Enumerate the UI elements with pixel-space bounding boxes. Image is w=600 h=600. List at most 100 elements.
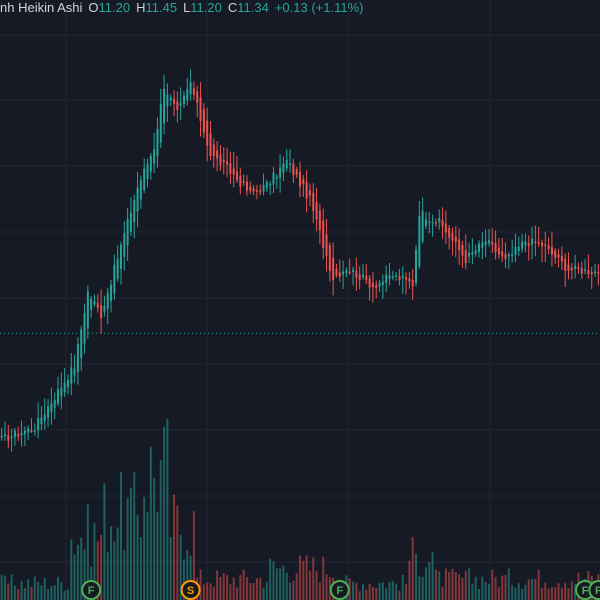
candle-body — [335, 268, 338, 276]
candle — [106, 287, 109, 324]
high-readout: H11.45 — [136, 0, 178, 15]
candle-body — [451, 232, 454, 241]
candle — [398, 268, 401, 286]
candle-body — [166, 94, 169, 106]
volume-bar — [20, 580, 23, 600]
candle — [70, 352, 73, 395]
candle — [335, 263, 338, 278]
candle — [451, 227, 454, 256]
candle-body — [474, 250, 477, 254]
candle-body — [0, 435, 3, 438]
candle — [547, 237, 550, 255]
volume-bar — [308, 570, 311, 600]
candle-body — [192, 88, 195, 95]
candle — [159, 88, 162, 149]
candle — [537, 227, 540, 247]
volume-bar — [524, 584, 527, 600]
candle-body — [577, 267, 580, 270]
candle-body — [27, 428, 30, 433]
candle — [332, 242, 335, 296]
candle-body — [411, 279, 414, 287]
candle — [73, 354, 76, 383]
candle-body — [305, 181, 308, 199]
candle-body — [173, 98, 176, 104]
candle-body — [424, 219, 427, 227]
candle — [481, 232, 484, 260]
volume-bar — [279, 568, 282, 600]
volume-bar — [405, 583, 408, 600]
volume-bar — [550, 587, 553, 600]
volume-bar — [415, 553, 418, 600]
candle — [103, 295, 106, 317]
candle-body — [481, 242, 484, 248]
candle — [415, 245, 418, 287]
volume-bar — [322, 556, 325, 600]
candle-body — [3, 434, 6, 436]
candle-body — [242, 181, 245, 183]
volume-bar — [365, 589, 368, 600]
candle-body — [279, 167, 282, 178]
candle-body — [434, 222, 437, 224]
candle — [544, 231, 547, 263]
candle-body — [259, 190, 262, 193]
volume-bar — [182, 559, 185, 600]
volume-bar — [434, 569, 437, 600]
candle-body — [86, 291, 89, 329]
candle — [424, 212, 427, 229]
candle-body — [587, 270, 590, 275]
candle — [13, 427, 16, 446]
candle-body — [106, 292, 109, 309]
candle — [550, 232, 553, 267]
candle-body — [47, 406, 50, 418]
candle — [265, 179, 268, 192]
candle — [76, 337, 79, 385]
volume-bar — [209, 583, 212, 600]
candle — [90, 296, 93, 318]
candle — [80, 325, 83, 371]
candle-body — [531, 238, 534, 245]
candle — [345, 267, 348, 278]
candle-body — [186, 88, 189, 100]
candle — [182, 90, 185, 108]
candle — [325, 218, 328, 272]
candle-body — [478, 243, 480, 252]
candle-body — [418, 216, 421, 267]
candle-body — [70, 367, 73, 384]
volume-bar — [23, 588, 26, 600]
candle-body — [226, 161, 229, 165]
candle-body — [212, 144, 215, 157]
candle — [123, 221, 126, 271]
volume-bar — [169, 537, 172, 600]
candle — [63, 368, 66, 397]
candle — [487, 229, 490, 247]
candle — [120, 241, 122, 285]
candle — [209, 121, 212, 161]
volume-bar — [497, 587, 500, 600]
candle — [438, 209, 441, 230]
volume-bar — [444, 568, 447, 600]
candle-body — [169, 97, 172, 101]
volume-bar — [557, 583, 560, 600]
candle-body — [176, 101, 179, 110]
volume-bar — [236, 587, 239, 600]
candle-body — [345, 270, 348, 274]
event-marker-circle — [81, 580, 102, 600]
candle — [149, 153, 152, 180]
candle-body — [371, 282, 374, 288]
candle-body — [219, 154, 222, 166]
candle — [497, 238, 500, 259]
volume-bar — [113, 541, 116, 600]
candle-body — [507, 254, 510, 257]
candle — [86, 285, 89, 339]
candle — [163, 74, 166, 135]
volume-bar — [328, 577, 331, 600]
candle — [40, 405, 43, 431]
candle — [282, 156, 285, 182]
candle-body — [461, 244, 464, 256]
candle-body — [308, 190, 311, 196]
volume-bar — [358, 591, 361, 600]
candle-body — [182, 95, 185, 105]
